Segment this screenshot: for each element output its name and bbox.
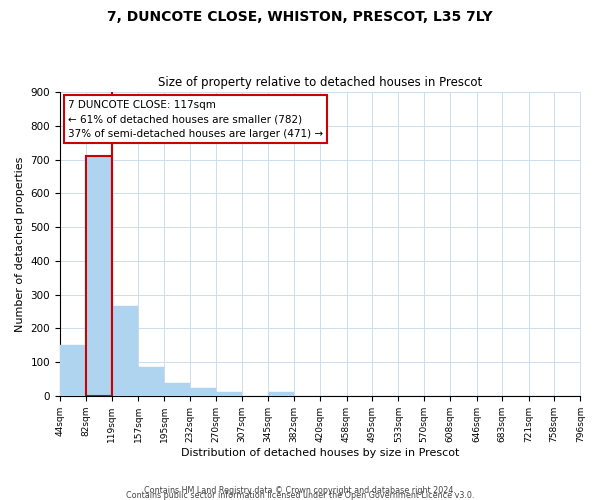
Bar <box>190 388 217 396</box>
Bar <box>60 345 86 396</box>
Text: 7, DUNCOTE CLOSE, WHISTON, PRESCOT, L35 7LY: 7, DUNCOTE CLOSE, WHISTON, PRESCOT, L35 … <box>107 10 493 24</box>
Bar <box>86 156 112 396</box>
X-axis label: Distribution of detached houses by size in Prescot: Distribution of detached houses by size … <box>181 448 460 458</box>
Text: Contains public sector information licensed under the Open Government Licence v3: Contains public sector information licen… <box>126 491 474 500</box>
Bar <box>138 367 164 396</box>
Y-axis label: Number of detached properties: Number of detached properties <box>15 156 25 332</box>
Bar <box>268 392 294 396</box>
Bar <box>164 383 190 396</box>
Bar <box>217 392 242 396</box>
Bar <box>112 306 138 396</box>
Title: Size of property relative to detached houses in Prescot: Size of property relative to detached ho… <box>158 76 482 90</box>
Text: 7 DUNCOTE CLOSE: 117sqm
← 61% of detached houses are smaller (782)
37% of semi-d: 7 DUNCOTE CLOSE: 117sqm ← 61% of detache… <box>68 100 323 140</box>
Text: Contains HM Land Registry data © Crown copyright and database right 2024.: Contains HM Land Registry data © Crown c… <box>144 486 456 495</box>
